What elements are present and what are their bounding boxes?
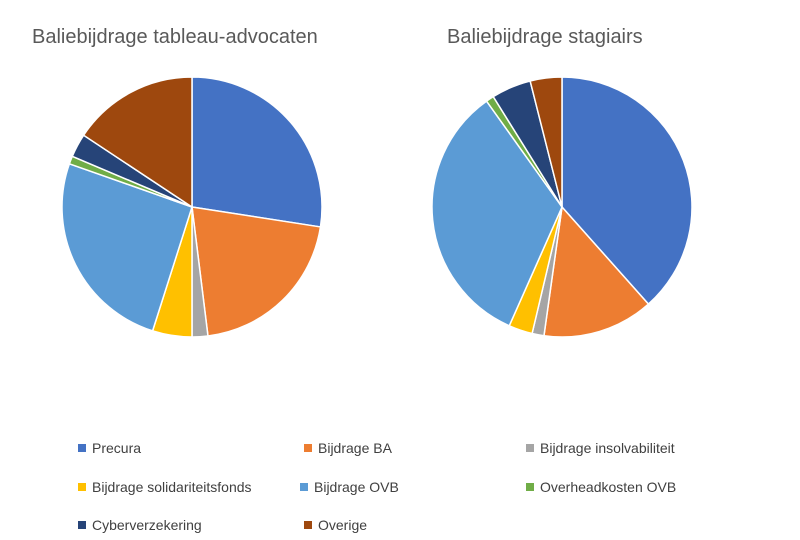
legend-label: Overige — [318, 517, 368, 533]
legend-item-bijdrage-insolvabiliteit: Bijdrage insolvabiliteit — [526, 440, 675, 456]
legend-label: Bijdrage OVB — [314, 479, 399, 495]
legend-item-overige: Overige — [304, 517, 367, 533]
pie-tableau-advocaten — [61, 76, 323, 338]
legend-label: Bijdrage insolvabiliteit — [540, 440, 675, 456]
pie-slice-precura — [191, 76, 323, 228]
pie-slice-bijdrage-ovb — [431, 100, 563, 327]
pie-slice-bijdrage-ba — [543, 205, 650, 338]
legend-label: Cyberverzekering — [92, 517, 202, 533]
legend-label: Precura — [92, 440, 142, 456]
legend-label: Bijdrage solidariteitsfonds — [92, 479, 252, 495]
legend-swatch — [300, 483, 308, 491]
pie-slice-overige — [82, 76, 193, 209]
legend-item-bijdrage-solidariteitsfonds: Bijdrage solidariteitsfonds — [78, 479, 252, 495]
chart-title-tableau-advocaten: Baliebijdrage tableau-advocaten — [32, 26, 318, 48]
legend-item-bijdrage-ba: Bijdrage BA — [304, 440, 392, 456]
legend-swatch — [304, 521, 312, 529]
pie-slice-bijdrage-ovb — [61, 162, 193, 332]
legend-item-precura: Precura — [78, 440, 141, 456]
legend-swatch — [526, 483, 534, 491]
legend-item-cyberverzekering: Cyberverzekering — [78, 517, 202, 533]
legend-label: Overheadkosten OVB — [540, 479, 677, 495]
legend-label: Bijdrage BA — [318, 440, 392, 456]
legend-item-bijdrage-ovb: Bijdrage OVB — [300, 479, 399, 495]
pie-stagiairs — [431, 76, 693, 338]
pie-charts — [61, 76, 693, 338]
legend-swatch — [78, 483, 86, 491]
legend-swatch — [78, 521, 86, 529]
pie-slice-bijdrage-ba — [191, 206, 322, 337]
legend-swatch — [78, 444, 86, 452]
pie-slice-precura — [561, 76, 693, 306]
chart-title-stagiairs: Baliebijdrage stagiairs — [447, 26, 643, 48]
legend-item-overheadkosten-ovb: Overheadkosten OVB — [526, 479, 676, 495]
legend-swatch — [304, 444, 312, 452]
legend-swatch — [526, 444, 534, 452]
pie-slice-overige — [529, 76, 563, 208]
